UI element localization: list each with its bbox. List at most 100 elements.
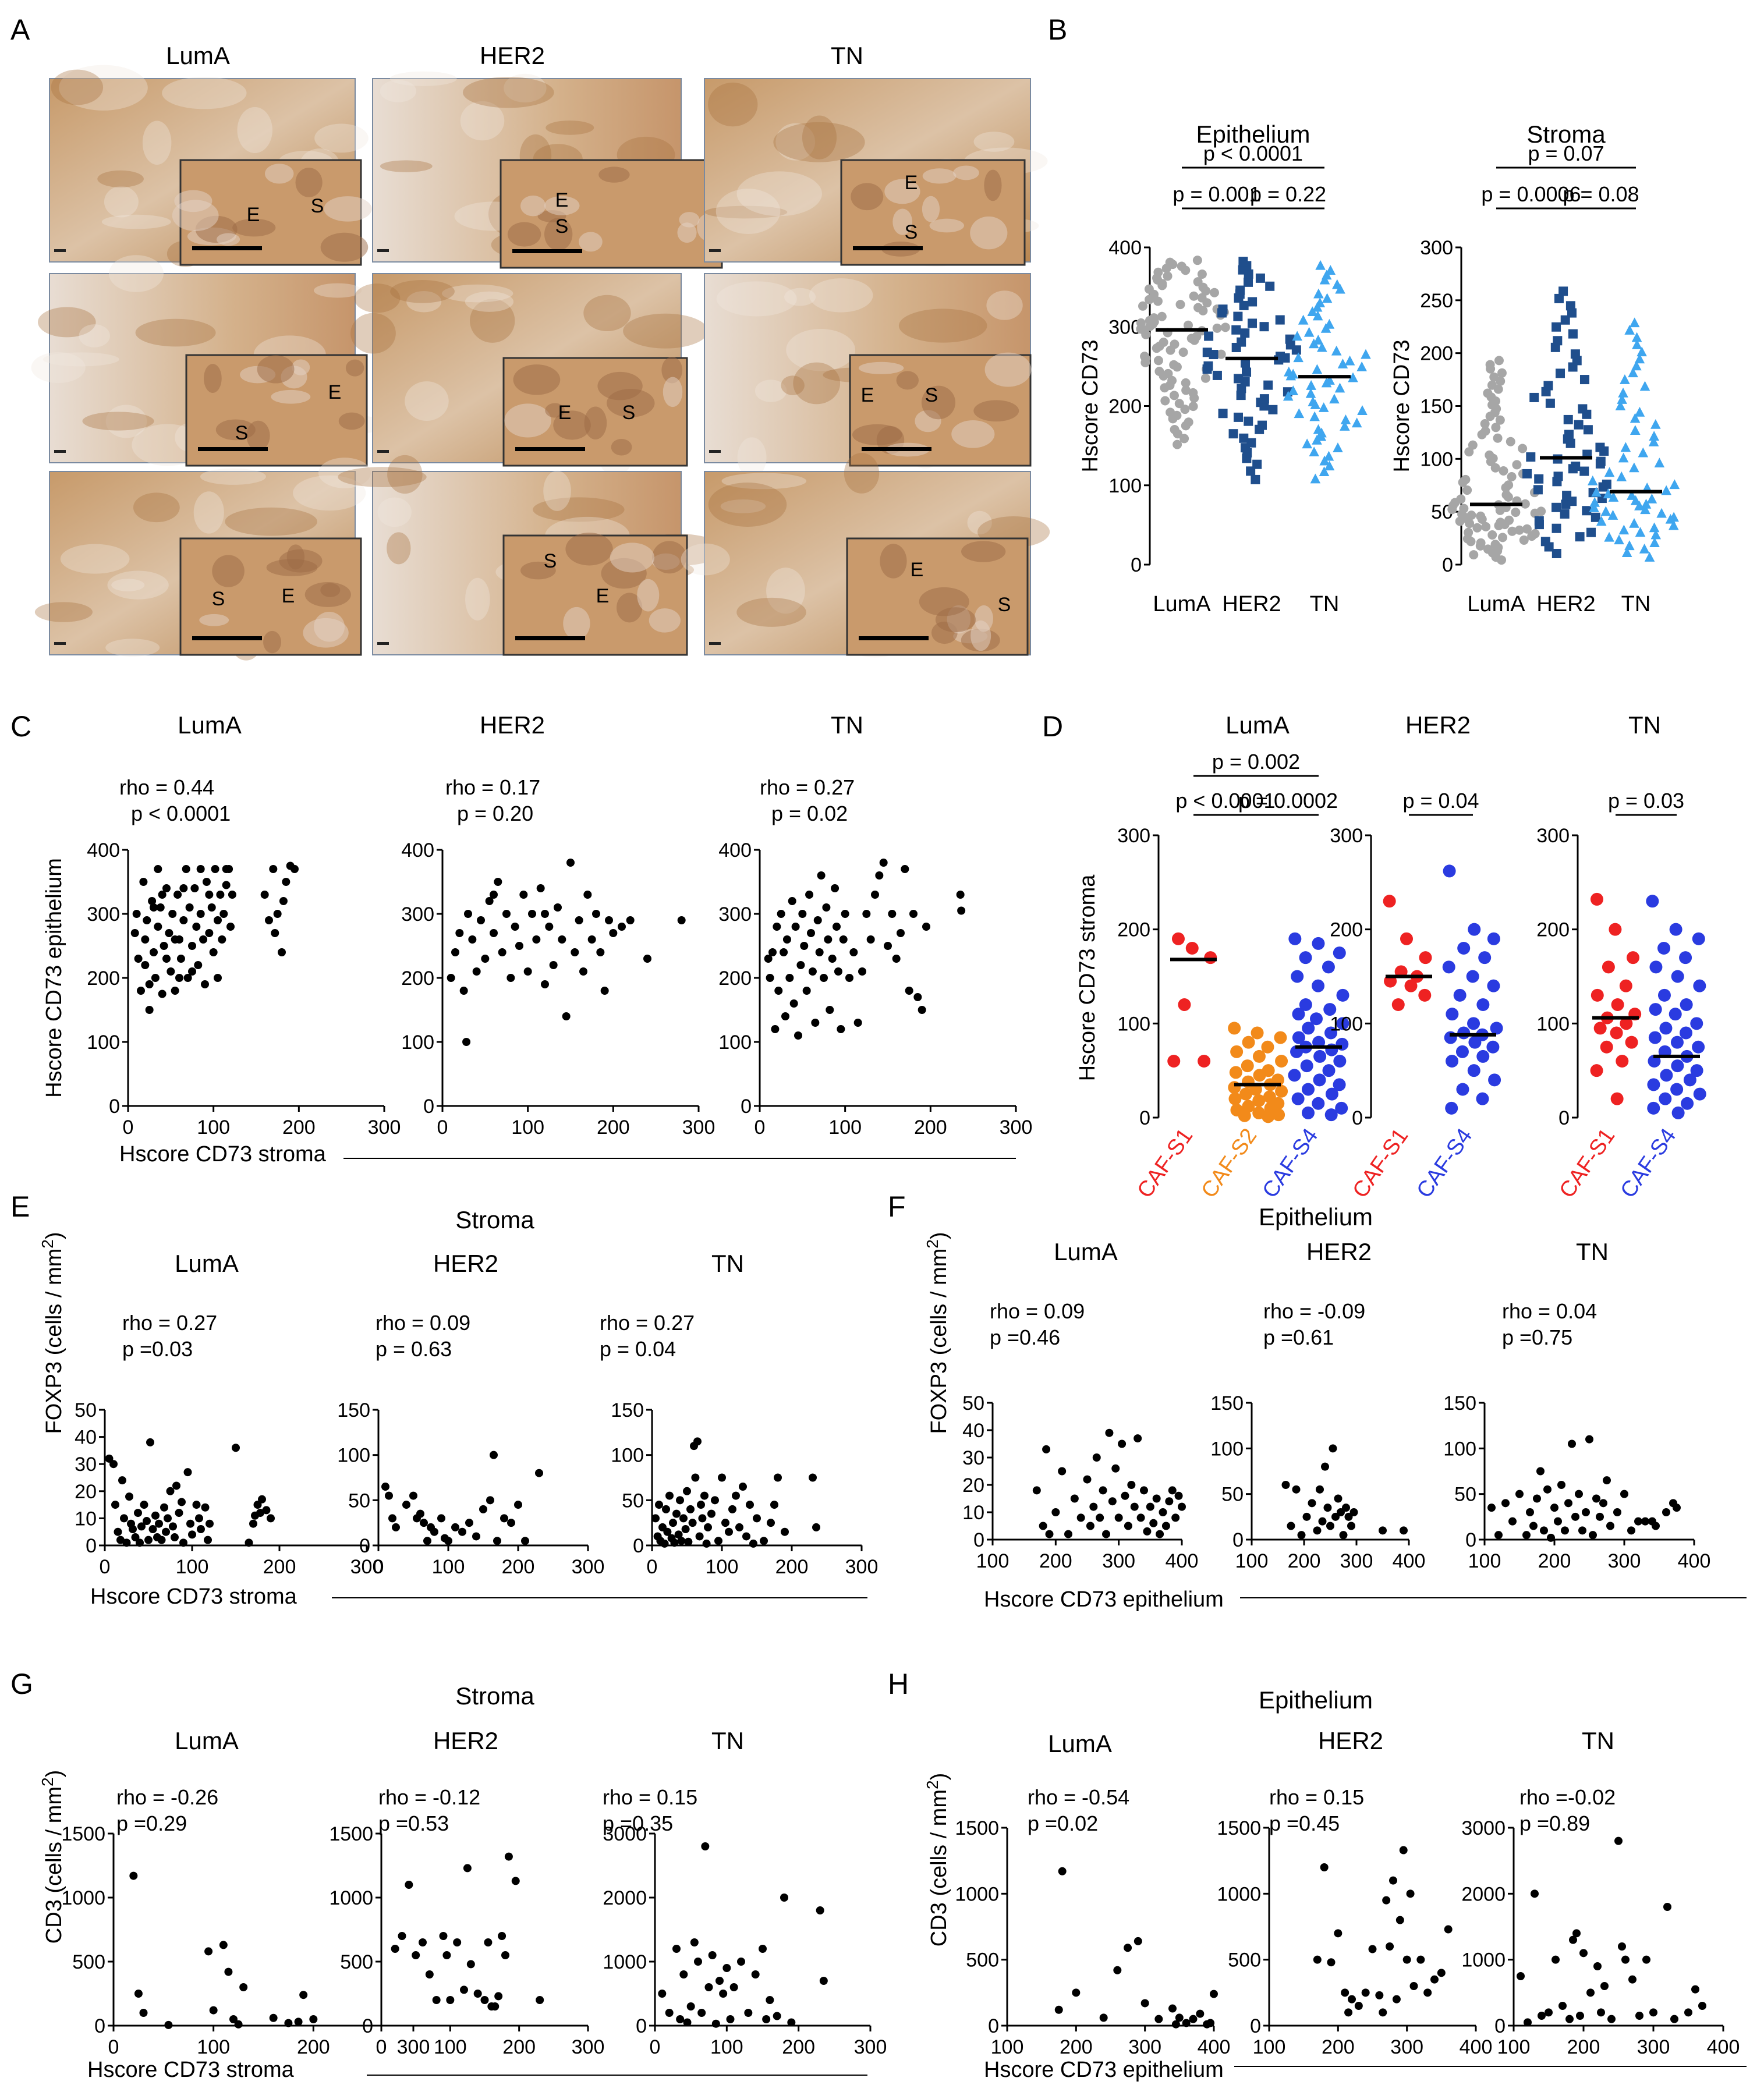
data-point [618, 923, 626, 931]
x-axis-label: Hscore CD73 stroma [90, 1584, 297, 1609]
data-point [420, 1519, 428, 1527]
y-tick-label: 100 [1443, 1438, 1476, 1460]
data-point [1140, 1486, 1148, 1495]
data-point [511, 1877, 520, 1885]
data-point [171, 1533, 179, 1542]
data-point [1572, 1929, 1581, 1938]
data-point [1331, 1512, 1340, 1521]
data-point [1649, 537, 1660, 547]
chart-G-HER2: HER2 rho = -0.12p =0.53 0 500 1000 1500 0 100 20… [329, 1727, 604, 2058]
data-point [1514, 525, 1524, 535]
data-point [1670, 2015, 1678, 2023]
data-point [1252, 1094, 1266, 1107]
p-value-label: p = 0.001 [1173, 182, 1260, 206]
data-point [1663, 1903, 1671, 1911]
data-point [1543, 381, 1553, 391]
data-point [764, 955, 773, 963]
data-point [1149, 1519, 1158, 1527]
tissue-texture [389, 71, 457, 86]
data-point [1239, 300, 1249, 310]
data-point [536, 1996, 544, 2004]
y-axis-label-text: Hscore CD73 stroma [1075, 874, 1100, 1082]
data-point [1233, 412, 1243, 422]
y-axis-label-text: FOXP3 (cells / mm [927, 1249, 951, 1434]
data-point [205, 929, 214, 937]
category-label: CAF-S1 [1132, 1124, 1198, 1203]
data-point [158, 990, 167, 998]
cell-texture [513, 364, 561, 395]
data-point [462, 1038, 471, 1046]
data-point [1302, 1083, 1315, 1096]
panel-label-h: H [888, 1668, 909, 1700]
data-point [1185, 942, 1199, 955]
data-point [167, 967, 175, 976]
data-point [1248, 297, 1258, 307]
x-tick-label: 300 [572, 1556, 605, 1578]
tissue-texture [313, 283, 362, 298]
data-point [1204, 951, 1217, 965]
data-point [780, 948, 788, 956]
data-point [1230, 1045, 1244, 1058]
data-point [1333, 1055, 1347, 1068]
data-point [1487, 1504, 1496, 1512]
data-point [1552, 548, 1561, 558]
data-point [1530, 529, 1540, 538]
y-tick-label: 0 [1131, 554, 1142, 576]
data-point [695, 1532, 704, 1541]
x-tick-label: 400 [1678, 1550, 1711, 1572]
data-point [1583, 425, 1593, 435]
data-point [204, 1536, 212, 1544]
y-axis-label: FOXP3 (cells / mm2) [38, 1232, 66, 1434]
data-point [1329, 393, 1340, 404]
data-point [294, 2017, 303, 2026]
data-point [150, 903, 158, 912]
data-point [1188, 402, 1198, 412]
data-point [566, 859, 575, 867]
data-point [1656, 508, 1667, 518]
data-point [698, 1514, 707, 1523]
data-point [192, 1501, 201, 1509]
x-tick-label: 300 [682, 1116, 715, 1139]
tissue-texture [465, 577, 490, 620]
data-point [1324, 460, 1335, 471]
data-point [541, 980, 549, 988]
data-point [1529, 392, 1539, 402]
inset-label: E [911, 559, 924, 581]
y-axis-label-text: FOXP3 (cells / mm [42, 1249, 66, 1434]
data-point [1253, 1069, 1266, 1082]
data-point [1659, 1092, 1672, 1105]
data-point [425, 1970, 434, 1978]
data-point [206, 1519, 214, 1528]
data-point [1579, 1949, 1588, 1958]
data-point [1681, 1097, 1694, 1110]
inset-label: S [622, 402, 636, 424]
data-point [1326, 1522, 1334, 1530]
data-point [486, 1496, 494, 1505]
cell-texture [961, 541, 1006, 562]
chart-H-TN: TN rho =-0.02p =0.89 0 1000 2000 3000 100 200 30… [1461, 1727, 1740, 2058]
data-point [1312, 310, 1323, 321]
tissue-texture [31, 352, 86, 383]
data-point [1168, 2004, 1177, 2013]
data-point [728, 1505, 736, 1513]
data-point [774, 1473, 782, 1482]
tissue-texture [34, 602, 93, 622]
y-axis-label-text: Hscore CD73 [1078, 339, 1103, 472]
data-point [256, 1509, 264, 1517]
data-point [766, 1996, 774, 2004]
data-point [1332, 279, 1343, 289]
data-point [1556, 368, 1565, 378]
data-point [554, 903, 562, 912]
data-point [1189, 291, 1199, 301]
y-tick-label: 0 [1558, 1107, 1570, 1129]
cell-texture [215, 419, 256, 441]
data-point [1680, 998, 1693, 1011]
stat-label: rho = -0.54 [1028, 1785, 1129, 1809]
data-point [1670, 1083, 1684, 1096]
y-axis-label: Hscore CD73 stroma [1075, 874, 1100, 1082]
chart-title: Stroma [1526, 120, 1606, 148]
data-point [234, 2020, 243, 2029]
cell-texture [858, 361, 904, 374]
data-point [1200, 373, 1210, 383]
data-point [587, 935, 596, 944]
